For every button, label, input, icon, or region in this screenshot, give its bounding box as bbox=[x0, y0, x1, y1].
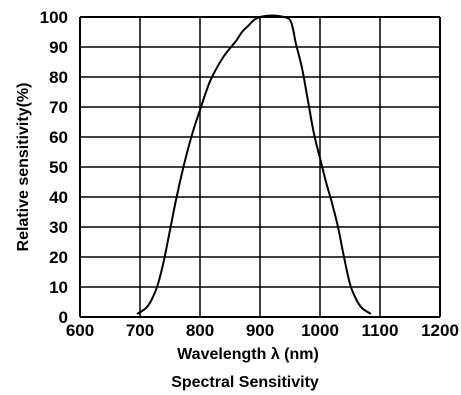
y-tick-label-30: 30 bbox=[49, 218, 68, 237]
x-tick-label-1100: 1100 bbox=[362, 321, 399, 340]
y-tick-labels: 0 10 20 30 40 50 60 70 80 90 100 bbox=[40, 8, 68, 327]
x-tick-label-1200: 1200 bbox=[421, 321, 459, 340]
x-tick-label-600: 600 bbox=[66, 321, 94, 340]
y-axis-title: Relative sensitivity(%) bbox=[15, 83, 32, 252]
x-tick-label-700: 700 bbox=[126, 321, 154, 340]
x-axis-title: Wavelength λ (nm) bbox=[177, 346, 319, 363]
x-tick-label-800: 800 bbox=[186, 321, 214, 340]
y-tick-label-100: 100 bbox=[40, 8, 68, 27]
y-tick-label-60: 60 bbox=[49, 128, 68, 147]
y-tick-label-50: 50 bbox=[49, 158, 68, 177]
y-tick-label-40: 40 bbox=[49, 188, 68, 207]
grid-lines bbox=[79, 16, 441, 318]
chart-title: Spectral Sensitivity bbox=[171, 374, 319, 391]
y-tick-label-10: 10 bbox=[49, 278, 68, 297]
x-tick-label-1000: 1000 bbox=[301, 321, 339, 340]
y-tick-label-20: 20 bbox=[49, 248, 68, 267]
x-tick-labels: 600 700 800 900 1000 1100 1200 bbox=[66, 321, 459, 340]
sensitivity-series bbox=[136, 14, 372, 315]
y-tick-label-80: 80 bbox=[49, 68, 68, 87]
sensitivity-curve-line-0 bbox=[136, 14, 372, 315]
y-tick-label-0: 0 bbox=[59, 308, 68, 327]
x-tick-label-900: 900 bbox=[246, 321, 274, 340]
y-tick-label-70: 70 bbox=[49, 98, 68, 117]
y-tick-label-90: 90 bbox=[49, 38, 68, 57]
